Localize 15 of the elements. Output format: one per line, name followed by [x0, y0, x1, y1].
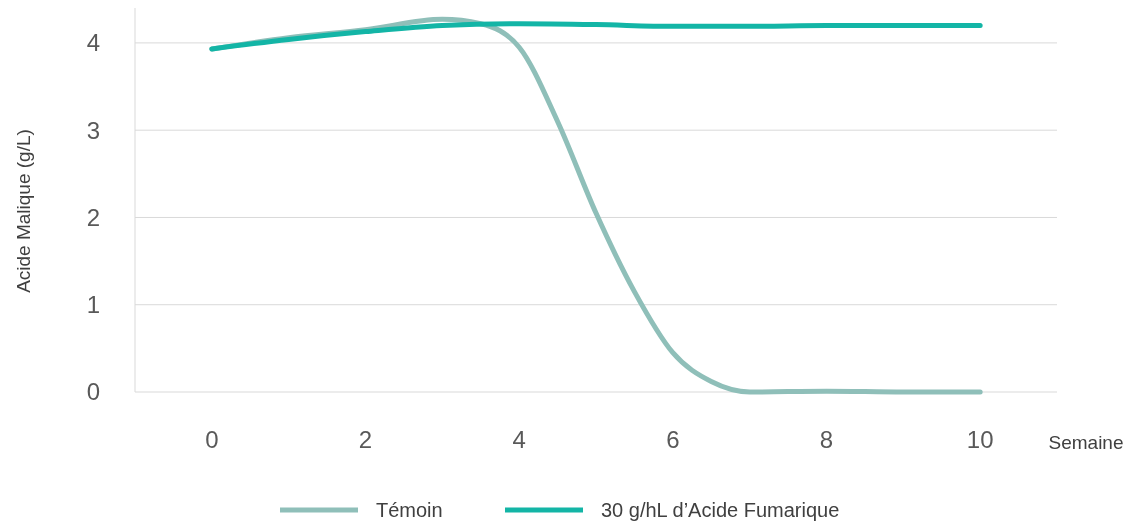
legend-label: 30 g/hL d’Acide Fumarique — [601, 499, 840, 521]
x-tick-label: 2 — [358, 426, 373, 453]
x-tick-label: 0 — [205, 426, 219, 453]
y-tick-label: 3 — [86, 116, 100, 144]
x-tick-label: 4 — [512, 426, 526, 453]
y-tick-label: 0 — [86, 378, 100, 406]
y-tick-label: 4 — [86, 29, 100, 57]
x-tick-label: 8 — [819, 426, 834, 453]
legend-label: Témoin — [376, 499, 443, 521]
x-tick-label: 6 — [666, 426, 680, 453]
y-tick-label: 2 — [86, 203, 100, 231]
y-tick-label: 1 — [86, 291, 100, 319]
x-axis-title: Semaine — [1048, 432, 1124, 453]
x-tick-label: 10 — [966, 426, 994, 453]
y-axis-title: Acide Malique (g/L) — [13, 129, 34, 293]
